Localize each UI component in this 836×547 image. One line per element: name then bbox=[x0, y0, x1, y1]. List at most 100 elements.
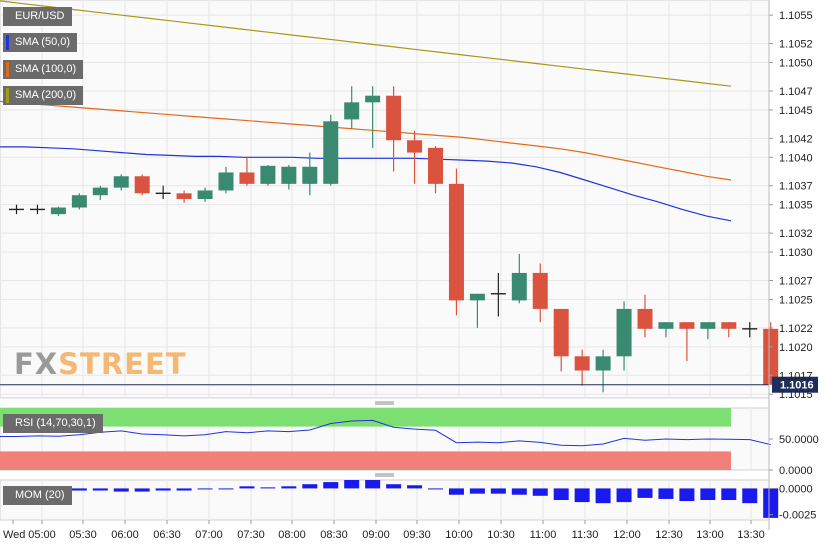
mom-bar bbox=[407, 485, 423, 489]
mom-bar bbox=[616, 488, 632, 503]
mom-bar bbox=[700, 488, 716, 500]
x-tick-label: 10:30 bbox=[487, 529, 515, 541]
candle-body bbox=[511, 272, 527, 301]
mom-bar bbox=[155, 488, 171, 491]
y-tick-label: 1.1040 bbox=[779, 152, 813, 164]
y-tick-label: 1.1020 bbox=[779, 342, 813, 354]
sma100-tag[interactable]: SMA (100,0) bbox=[3, 60, 84, 79]
mom-bar bbox=[679, 488, 695, 502]
candle-body bbox=[134, 176, 150, 194]
mom-bar bbox=[302, 484, 318, 489]
x-tick-label: Wed bbox=[3, 529, 25, 541]
candle-body bbox=[679, 322, 695, 329]
candle-body bbox=[197, 190, 213, 199]
candle-body bbox=[50, 207, 66, 215]
candle-body bbox=[595, 356, 611, 371]
sma200-swatch bbox=[6, 88, 9, 103]
sma-line bbox=[0, 100, 732, 181]
candle-body bbox=[260, 165, 276, 184]
mom-bar bbox=[260, 487, 276, 489]
y-tick-label: 1.1050 bbox=[779, 58, 813, 70]
sma200-label: SMA (200,0) bbox=[15, 89, 77, 101]
sma-line bbox=[0, 146, 732, 222]
y-tick-label: 1.1047 bbox=[779, 86, 813, 98]
mom-bar bbox=[763, 488, 779, 518]
x-tick-label: 13:30 bbox=[737, 529, 765, 541]
x-tick-label: 09:00 bbox=[362, 529, 390, 541]
sma50-label: SMA (50,0) bbox=[15, 36, 71, 48]
candle-body bbox=[448, 183, 464, 301]
y-tick-label: 1.1032 bbox=[779, 228, 813, 240]
candle-body bbox=[700, 322, 716, 329]
mom-bar bbox=[176, 488, 192, 491]
x-tick-label: 07:00 bbox=[195, 529, 223, 541]
mom-bar bbox=[595, 488, 611, 504]
mom-bar bbox=[742, 488, 758, 504]
candle-body bbox=[407, 140, 423, 153]
candle-body bbox=[218, 172, 234, 191]
rsi-tag[interactable]: RSI (14,70,30,1) bbox=[3, 414, 103, 433]
mom-bar bbox=[448, 488, 464, 495]
candle-body bbox=[92, 187, 108, 196]
candle-body bbox=[721, 322, 737, 329]
mom-panel bbox=[9, 480, 779, 518]
mom-y-tick-label: 0.0000 bbox=[779, 483, 813, 495]
y-tick-label: 1.1025 bbox=[779, 294, 813, 306]
candle-body bbox=[386, 95, 402, 141]
mom-bar bbox=[197, 488, 213, 490]
candle-body bbox=[239, 172, 255, 184]
rsi-overbought-zone bbox=[0, 408, 731, 427]
candle-body bbox=[344, 102, 360, 120]
y-tick-label: 1.1055 bbox=[779, 10, 813, 22]
x-tick-label: 13:00 bbox=[696, 529, 724, 541]
x-tick-label: 11:30 bbox=[572, 529, 599, 541]
y-tick-label: 1.1017 bbox=[779, 370, 813, 382]
last-price-label: 1.1016 bbox=[780, 380, 814, 392]
x-tick-label: 11:00 bbox=[530, 529, 557, 541]
candle-body bbox=[176, 193, 192, 199]
mom-bar bbox=[386, 484, 402, 489]
x-tick-label: 12:30 bbox=[655, 529, 683, 541]
sma50-tag[interactable]: SMA (50,0) bbox=[3, 33, 78, 52]
y-tick-label: 1.1037 bbox=[779, 181, 813, 193]
mom-bar bbox=[511, 488, 527, 495]
candle-body bbox=[532, 272, 548, 309]
mom-bar bbox=[344, 480, 360, 489]
sma100-label: SMA (100,0) bbox=[15, 63, 77, 75]
mom-bar bbox=[721, 488, 737, 500]
x-tick-label: 08:00 bbox=[278, 529, 306, 541]
last-price-line: 1.1016 bbox=[0, 376, 818, 393]
mom-label: MOM (20) bbox=[15, 489, 65, 501]
rsi-panel bbox=[0, 408, 771, 470]
sma200-tag[interactable]: SMA (200,0) bbox=[3, 86, 84, 105]
x-tick-label: 06:00 bbox=[111, 529, 139, 541]
mom-bar bbox=[239, 486, 255, 489]
last-price-badge bbox=[772, 376, 818, 393]
grid bbox=[0, 0, 770, 521]
candle-body bbox=[616, 308, 632, 357]
candle-body bbox=[637, 308, 653, 329]
candle-body bbox=[428, 147, 443, 184]
x-tick-label: 08:30 bbox=[320, 529, 348, 541]
mom-bar bbox=[637, 488, 653, 498]
mom-bar bbox=[92, 488, 108, 491]
mom-bar bbox=[490, 488, 506, 494]
x-tick-label: 05:30 bbox=[69, 529, 97, 541]
axes: 1.1055 1.1052 1.1050 1.1047 1.1045 1.1042 1.10… bbox=[3, 0, 819, 541]
symbol-tag[interactable]: EUR/USD bbox=[3, 7, 72, 26]
mom-bar bbox=[574, 488, 590, 503]
candle-body bbox=[469, 293, 485, 301]
rsi-line bbox=[0, 419, 771, 447]
candle-body bbox=[574, 356, 590, 371]
sma-lines bbox=[0, 0, 732, 222]
mom-bar bbox=[428, 488, 443, 490]
mom-tag[interactable]: MOM (20) bbox=[3, 486, 72, 505]
x-tick-label: 07:30 bbox=[237, 529, 265, 541]
x-tick-label: 12:00 bbox=[613, 529, 641, 541]
panel-frame bbox=[0, 479, 770, 521]
mom-bar bbox=[134, 488, 150, 492]
rsi-y-tick-label: 0.0000 bbox=[779, 465, 813, 477]
sma-line bbox=[0, 0, 732, 87]
panel-frame bbox=[0, 0, 770, 399]
